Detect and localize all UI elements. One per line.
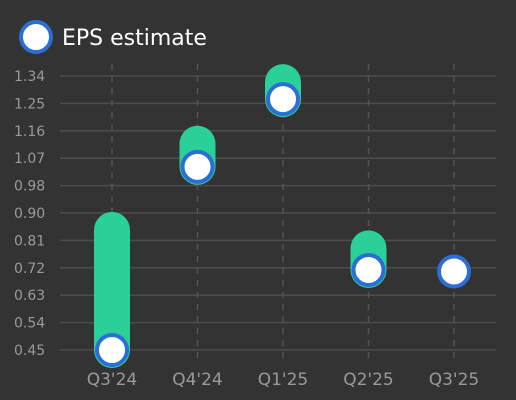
y-tick-label: 0.72 — [14, 261, 45, 277]
x-tick-label: Q4'24 — [172, 370, 223, 390]
horizontal-gridlines — [60, 75, 496, 351]
y-tick-label: 1.07 — [14, 151, 45, 167]
estimate-markers — [95, 82, 471, 367]
y-tick-label: 0.63 — [14, 288, 45, 304]
estimate-marker — [180, 149, 215, 184]
legend-label: EPS estimate — [62, 26, 207, 51]
range-bar — [94, 211, 130, 368]
x-axis-ticks: Q3'24 Q4'24 Q1'25 Q2'25 Q3'25 — [87, 370, 480, 390]
x-tick-label: Q2'25 — [343, 370, 394, 390]
legend[interactable]: EPS estimate — [19, 20, 207, 54]
y-tick-label: 0.90 — [14, 206, 45, 222]
y-tick-label: 0.45 — [14, 343, 45, 359]
y-tick-label: 0.81 — [14, 233, 45, 249]
estimate-marker — [95, 333, 129, 367]
y-tick-label: 0.54 — [14, 316, 45, 332]
estimate-marker — [351, 252, 386, 287]
x-tick-label: Q3'25 — [429, 370, 480, 390]
x-tick-label: Q3'24 — [87, 370, 138, 390]
y-tick-label: 1.25 — [14, 96, 45, 112]
y-tick-label: 0.98 — [14, 179, 45, 195]
x-tick-label: Q1'25 — [258, 370, 309, 390]
estimate-marker — [266, 82, 300, 117]
y-tick-label: 1.34 — [14, 69, 45, 85]
estimate-marker — [437, 254, 471, 289]
y-axis-ticks: 0.45 0.54 0.63 0.72 0.81 0.90 0.98 1.07 1.16 1.25… — [14, 69, 45, 359]
y-tick-label: 1.16 — [14, 124, 45, 140]
legend-marker-icon — [19, 20, 53, 54]
